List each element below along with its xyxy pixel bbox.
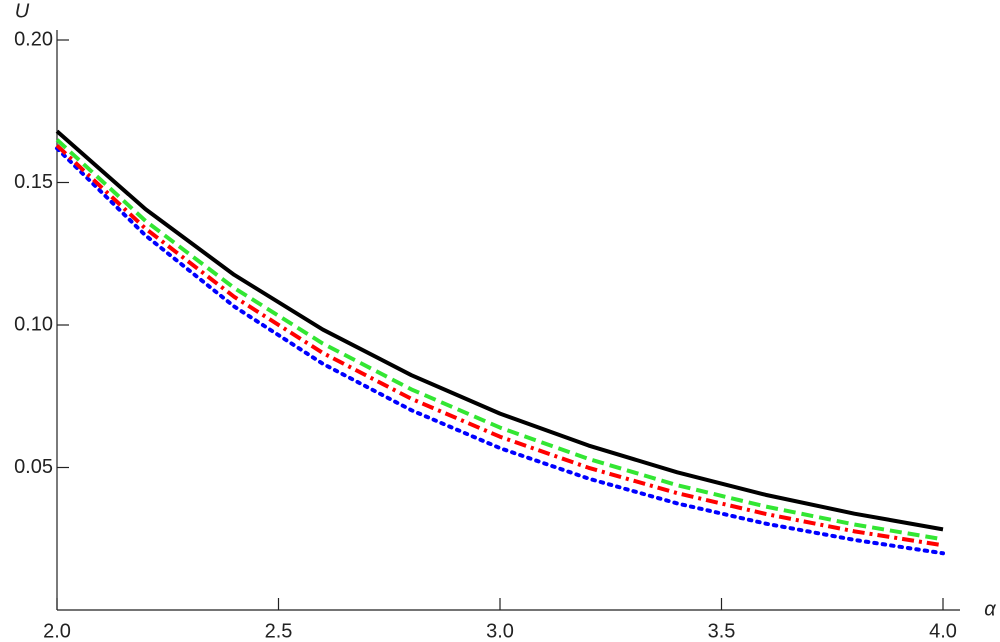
y-tick-label: 0.10 — [14, 313, 53, 335]
x-tick-label: 2.5 — [265, 620, 293, 642]
curve — [55, 146, 945, 556]
x-tick-label: 3.0 — [486, 620, 514, 642]
y-axis-label: U — [15, 0, 30, 22]
x-axis-label: α — [984, 598, 996, 620]
curve — [55, 129, 944, 532]
y-tick-label: 0.15 — [14, 171, 53, 193]
x-tick-label: 3.5 — [708, 620, 736, 642]
y-tick-label: 0.05 — [14, 456, 53, 478]
x-tick-label: 4.0 — [929, 620, 957, 642]
y-tick-label: 0.20 — [14, 28, 53, 50]
x-tick-label: 2.0 — [43, 620, 71, 642]
curve — [55, 143, 944, 548]
curve — [55, 138, 944, 542]
